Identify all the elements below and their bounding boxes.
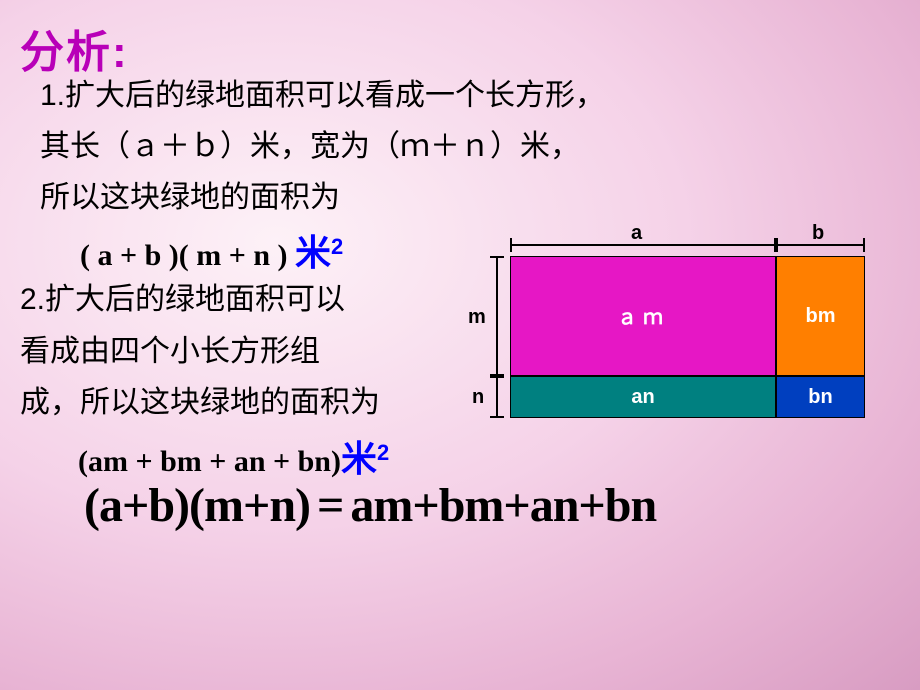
dim-line-m [496, 256, 498, 376]
p2-line2: 看成由四个小长方形组 [20, 326, 460, 378]
dim-line-n [496, 376, 498, 418]
paragraph-1: 1.扩大后的绿地面积可以看成一个长方形， 其长（ａ＋ｂ）米，宽为（ｍ＋ｎ）米， … [40, 70, 605, 223]
formula2-expr: (am + bm + an + bn) [78, 445, 341, 478]
cell-an: an [510, 376, 776, 418]
label-am: ａｍ [617, 301, 669, 331]
cell-am: ａｍ [510, 256, 776, 376]
cell-bn: bn [776, 376, 865, 418]
dim-cap-b-right [863, 238, 865, 252]
p2-line1: 2.扩大后的绿地面积可以 [20, 274, 460, 326]
label-n: n [472, 386, 484, 409]
label-a: a [631, 222, 642, 245]
dim-cap-n-top [490, 376, 504, 378]
formula-1: ( a + b )( m + n ) 米2 [80, 224, 343, 276]
dim-cap-m-top [490, 256, 504, 258]
p2-line3: 成，所以这块绿地的面积为 [20, 377, 460, 429]
dim-line-a [510, 244, 776, 246]
paragraph-2: 2.扩大后的绿地面积可以 看成由四个小长方形组 成，所以这块绿地的面积为 [20, 274, 460, 429]
final-equation: (a+b)(m+n) = am+bm+an+bn [84, 478, 656, 533]
cell-bm: bm [776, 256, 865, 376]
formula2-unit: 米 [341, 438, 377, 479]
rectangle-diagram: a b m n ａｍ bm an bn [466, 224, 866, 434]
label-bm: bm [806, 305, 836, 328]
dim-cap-b-left [776, 238, 778, 252]
formula-2: (am + bm + an + bn)米2 [78, 430, 389, 482]
label-b: b [812, 222, 824, 245]
formula1-expr: ( a + b )( m + n ) [80, 239, 288, 272]
label-bn: bn [808, 386, 832, 409]
formula1-sup: 2 [331, 234, 343, 259]
dim-cap-n-bot [490, 416, 504, 418]
label-m: m [468, 306, 486, 329]
p1-line1: 1.扩大后的绿地面积可以看成一个长方形， [40, 70, 605, 121]
p1-line2: 其长（ａ＋ｂ）米，宽为（ｍ＋ｎ）米， [40, 121, 605, 172]
label-an: an [631, 386, 654, 409]
formula1-unit: 米 [295, 232, 331, 273]
p1-line3: 所以这块绿地的面积为 [40, 172, 605, 223]
formula2-sup: 2 [377, 440, 389, 465]
dim-cap-a-left [510, 238, 512, 252]
